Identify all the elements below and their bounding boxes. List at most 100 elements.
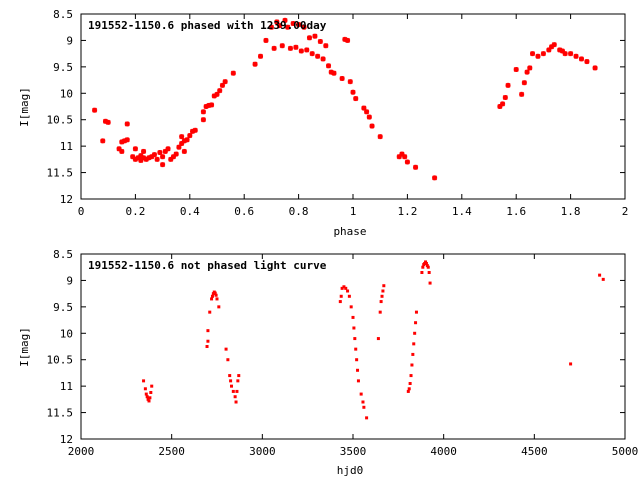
y-tick-label: 8.5 xyxy=(53,248,73,261)
unphased-chart: 2000 2500 3000 3500 4000 4500 5000 8.5 9 9.5 10 10… xyxy=(18,248,638,477)
data-point xyxy=(187,133,193,139)
data-point xyxy=(427,271,431,274)
data-point xyxy=(105,119,111,125)
data-point xyxy=(540,51,546,57)
y-ticks: 8.5 9 9.5 10 10.5 11 11.5 12 xyxy=(47,8,625,206)
data-point xyxy=(200,109,206,115)
data-point xyxy=(347,79,353,85)
data-point xyxy=(584,59,590,65)
data-point xyxy=(428,281,432,285)
data-point xyxy=(229,379,233,383)
y-tick-label: 10 xyxy=(60,327,73,340)
y-axis-label: I[mag] xyxy=(18,87,31,127)
data-point xyxy=(285,24,291,30)
data-point xyxy=(432,175,438,181)
data-point xyxy=(151,152,157,158)
x-tick-label: 1.2 xyxy=(397,205,417,218)
data-point xyxy=(527,65,533,71)
data-point xyxy=(413,331,417,335)
data-point xyxy=(293,44,299,50)
data-point xyxy=(364,109,370,115)
data-point xyxy=(210,297,214,301)
data-point xyxy=(347,294,351,298)
data-point xyxy=(320,56,326,62)
data-point xyxy=(217,88,223,94)
x-tick-label: 3500 xyxy=(340,445,367,458)
data-point xyxy=(377,134,383,140)
y-tick-label: 9 xyxy=(66,274,73,287)
data-point xyxy=(235,389,239,393)
data-point xyxy=(222,79,228,85)
x-tick-label: 1.6 xyxy=(506,205,526,218)
data-point xyxy=(410,363,414,367)
x-tick-label: 4500 xyxy=(521,445,548,458)
y-tick-label: 10.5 xyxy=(47,354,74,367)
data-point xyxy=(381,289,385,293)
data-point xyxy=(100,138,106,144)
data-point xyxy=(173,151,179,157)
data-point xyxy=(353,96,359,102)
data-point xyxy=(268,24,274,30)
data-point xyxy=(578,56,585,62)
x-tick-label: 2000 xyxy=(68,445,95,458)
data-point xyxy=(356,368,360,372)
data-point xyxy=(502,94,508,101)
data-point xyxy=(184,137,190,143)
data-point xyxy=(271,45,277,51)
data-point xyxy=(562,51,568,57)
plot-frame xyxy=(80,253,626,440)
data-point xyxy=(379,300,383,304)
y-tick-label: 9.5 xyxy=(53,61,73,74)
data-point xyxy=(301,24,307,30)
data-point xyxy=(144,392,148,396)
data-point xyxy=(361,400,365,404)
data-point xyxy=(350,89,356,95)
data-point xyxy=(598,273,602,277)
x-ticks: 2000 2500 3000 3500 4000 4500 5000 xyxy=(68,254,639,458)
data-point xyxy=(217,305,221,309)
data-point xyxy=(378,310,382,314)
data-point xyxy=(145,395,149,399)
data-point xyxy=(148,396,152,400)
x-tick-label: 3000 xyxy=(249,445,276,458)
data-point xyxy=(277,23,283,29)
data-point xyxy=(257,53,264,59)
data-point xyxy=(208,310,212,314)
data-point xyxy=(141,148,147,154)
data-point xyxy=(349,305,353,309)
data-point xyxy=(411,352,415,356)
data-point xyxy=(339,294,343,298)
data-points xyxy=(142,260,605,420)
data-point xyxy=(210,294,214,298)
data-point xyxy=(230,384,234,388)
data-point xyxy=(551,42,557,48)
data-point xyxy=(569,362,573,366)
phased-chart: 0 0.2 0.4 0.6 0.8 1 1.2 1.4 1.6 1.8 2 8.5 9 9.5 10 10.… xyxy=(18,8,628,238)
data-point xyxy=(524,69,530,75)
x-tick-label: 5000 xyxy=(612,445,639,458)
data-point xyxy=(160,162,166,168)
data-point xyxy=(287,45,293,51)
x-tick-label: 0 xyxy=(78,205,85,218)
data-point xyxy=(233,395,237,399)
data-point xyxy=(535,53,541,59)
data-point xyxy=(282,17,288,23)
x-tick-label: 0.6 xyxy=(234,205,254,218)
data-point xyxy=(404,159,410,165)
data-point xyxy=(317,38,323,45)
data-point xyxy=(355,358,359,362)
data-point xyxy=(315,53,321,59)
y-tick-label: 10 xyxy=(60,87,73,100)
data-point xyxy=(361,105,367,111)
data-point xyxy=(406,389,410,393)
data-point xyxy=(340,286,344,290)
data-point xyxy=(573,53,579,59)
data-point xyxy=(224,347,228,351)
data-point xyxy=(414,310,418,314)
data-point xyxy=(407,387,411,391)
data-point xyxy=(369,123,375,129)
data-point xyxy=(160,154,166,160)
data-point xyxy=(309,51,315,57)
data-point xyxy=(346,289,350,293)
data-point xyxy=(234,400,238,404)
